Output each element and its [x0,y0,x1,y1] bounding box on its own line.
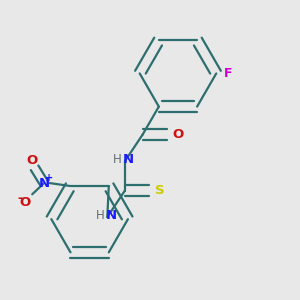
Text: H: H [96,209,104,222]
Text: +: + [45,173,53,183]
Text: O: O [172,128,184,141]
Text: F: F [224,67,233,80]
Text: O: O [20,196,31,209]
Text: S: S [155,184,164,197]
Text: -: - [17,192,22,205]
Text: N: N [123,153,134,166]
Text: N: N [38,177,50,190]
Text: N: N [105,209,116,222]
Text: O: O [27,154,38,167]
Text: H: H [113,153,122,166]
